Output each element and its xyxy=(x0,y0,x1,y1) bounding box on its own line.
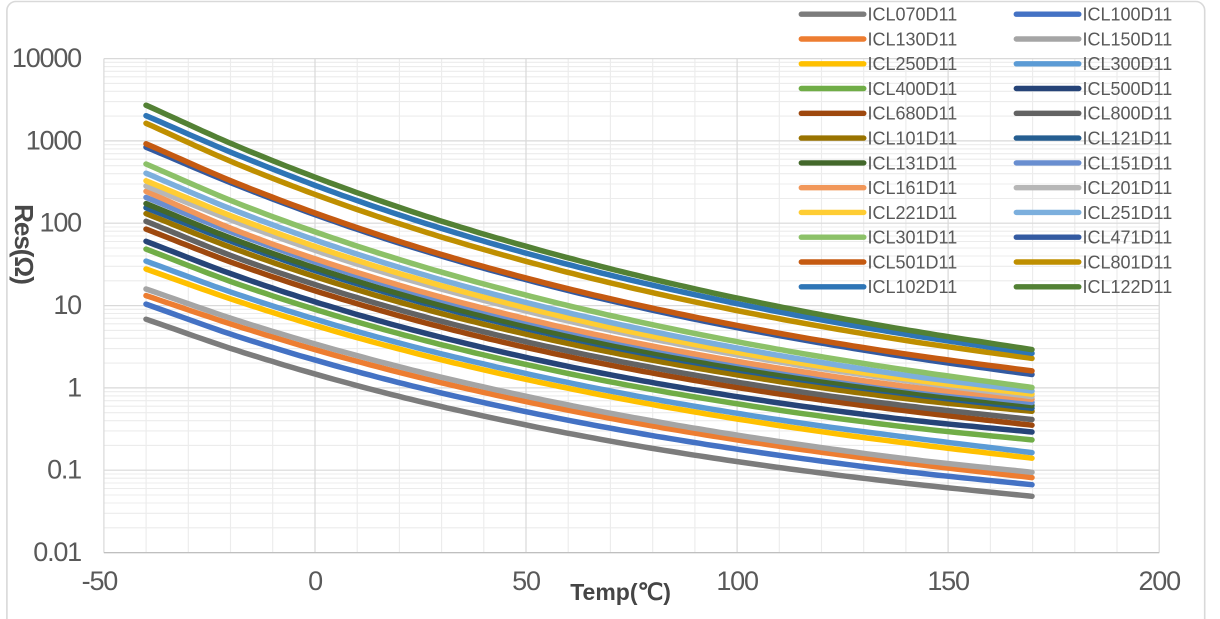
svg-text:ICL101D11: ICL101D11 xyxy=(868,129,958,149)
svg-text:0.1: 0.1 xyxy=(47,455,81,485)
svg-text:ICL130D11: ICL130D11 xyxy=(868,29,958,49)
svg-text:ICL201D11: ICL201D11 xyxy=(1083,178,1173,198)
svg-text:150: 150 xyxy=(927,566,969,596)
svg-text:10000: 10000 xyxy=(12,43,81,73)
svg-text:ICL150D11: ICL150D11 xyxy=(1083,29,1173,49)
svg-text:ICL121D11: ICL121D11 xyxy=(1083,129,1173,149)
svg-text:200: 200 xyxy=(1138,566,1180,596)
svg-text:ICL800D11: ICL800D11 xyxy=(1083,104,1173,124)
svg-text:ICL251D11: ICL251D11 xyxy=(1083,203,1173,223)
svg-text:ICL801D11: ICL801D11 xyxy=(1083,252,1173,272)
svg-text:ICL501D11: ICL501D11 xyxy=(868,252,958,272)
svg-text:10: 10 xyxy=(53,290,81,320)
svg-text:ICL301D11: ICL301D11 xyxy=(868,228,958,248)
svg-text:ICL300D11: ICL300D11 xyxy=(1083,54,1173,74)
svg-text:1: 1 xyxy=(67,372,81,402)
svg-text:ICL100D11: ICL100D11 xyxy=(1083,5,1173,25)
svg-text:ICL680D11: ICL680D11 xyxy=(868,104,958,124)
svg-text:Res(Ω): Res(Ω) xyxy=(9,204,39,284)
svg-text:ICL221D11: ICL221D11 xyxy=(868,203,958,223)
svg-text:1000: 1000 xyxy=(26,125,81,155)
svg-text:ICL250D11: ICL250D11 xyxy=(868,54,958,74)
svg-text:100: 100 xyxy=(40,208,82,238)
svg-text:0.01: 0.01 xyxy=(33,537,81,567)
svg-text:50: 50 xyxy=(512,566,540,596)
svg-text:100: 100 xyxy=(716,566,758,596)
svg-text:ICL070D11: ICL070D11 xyxy=(868,5,958,25)
svg-text:ICL400D11: ICL400D11 xyxy=(868,79,958,99)
svg-text:ICL471D11: ICL471D11 xyxy=(1083,228,1173,248)
svg-text:ICL500D11: ICL500D11 xyxy=(1083,79,1173,99)
svg-text:0: 0 xyxy=(308,566,322,596)
svg-text:ICL122D11: ICL122D11 xyxy=(1083,277,1173,297)
svg-text:ICL161D11: ICL161D11 xyxy=(868,178,958,198)
svg-text:ICL131D11: ICL131D11 xyxy=(868,153,958,173)
svg-text:ICL151D11: ICL151D11 xyxy=(1083,153,1173,173)
svg-text:-50: -50 xyxy=(82,566,118,596)
svg-text:Temp(℃): Temp(℃) xyxy=(570,579,671,605)
svg-text:ICL102D11: ICL102D11 xyxy=(868,277,958,297)
